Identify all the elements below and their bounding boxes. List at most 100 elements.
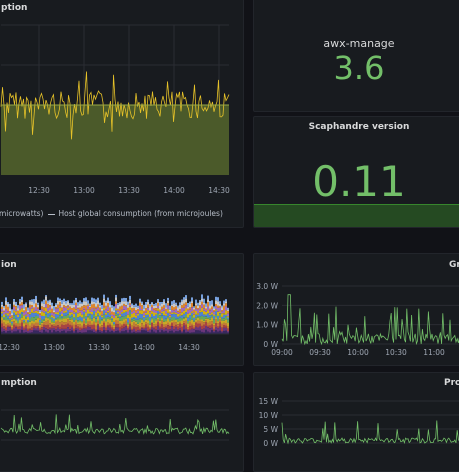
stack-segment bbox=[95, 316, 97, 319]
stack-segment bbox=[93, 301, 95, 304]
stack-segment bbox=[19, 317, 21, 320]
stack-segment bbox=[63, 307, 65, 312]
stack-segment bbox=[91, 318, 93, 321]
stack-segment bbox=[29, 314, 31, 319]
stack-segment bbox=[75, 324, 77, 329]
stack-segment bbox=[133, 332, 135, 334]
panel-scaphandre-version[interactable]: Scaphandre version 0.11 bbox=[253, 116, 459, 228]
stack-segment bbox=[129, 329, 131, 334]
stack-segment bbox=[23, 326, 25, 328]
stack-segment bbox=[153, 305, 155, 309]
y-tick-label: 5 W bbox=[263, 425, 278, 434]
stack-segment bbox=[227, 313, 229, 317]
stack-segment bbox=[193, 309, 195, 313]
stack-segment bbox=[179, 321, 181, 323]
stack-segment bbox=[15, 301, 17, 305]
stack-segment bbox=[215, 304, 217, 307]
stack-segment bbox=[201, 307, 203, 312]
stack-segment bbox=[143, 317, 145, 321]
stack-segment bbox=[167, 309, 169, 313]
stack-segment bbox=[145, 302, 147, 305]
stack-segment bbox=[207, 306, 209, 311]
stack-segment bbox=[163, 299, 165, 302]
stack-segment bbox=[73, 330, 75, 333]
stack-segment bbox=[221, 311, 223, 314]
stack-segment bbox=[197, 330, 199, 334]
stack-segment bbox=[41, 332, 43, 334]
panel-process-stacked[interactable]: ion 12:30 13:00 13:30 14:00 14:30 bbox=[0, 253, 244, 366]
stack-segment bbox=[149, 303, 151, 307]
stack-segment bbox=[175, 304, 177, 307]
stack-segment bbox=[169, 305, 171, 310]
stack-segment bbox=[53, 313, 55, 317]
stack-segment bbox=[125, 306, 127, 310]
stack-segment bbox=[51, 305, 53, 309]
stack-segment bbox=[107, 318, 109, 323]
stack-segment bbox=[27, 320, 29, 322]
stack-segment bbox=[121, 298, 123, 302]
stack-segment bbox=[115, 301, 117, 305]
stack-segment bbox=[43, 319, 45, 321]
stack-segment bbox=[205, 312, 207, 315]
stack-segment bbox=[27, 323, 29, 325]
stack-segment bbox=[73, 324, 75, 329]
stack-segment bbox=[87, 306, 89, 310]
stack-segment bbox=[199, 312, 201, 317]
stack-segment bbox=[1, 311, 3, 314]
stack-segment bbox=[183, 318, 185, 322]
stack-segment bbox=[105, 325, 107, 328]
stack-segment bbox=[43, 312, 45, 316]
stack-segment bbox=[133, 310, 135, 313]
stack-segment bbox=[37, 304, 39, 308]
stack-segment bbox=[119, 326, 121, 331]
stack-segment bbox=[127, 311, 129, 315]
stack-segment bbox=[81, 314, 83, 318]
stack-segment bbox=[117, 320, 119, 325]
stack-segment bbox=[197, 327, 199, 331]
stack-segment bbox=[17, 324, 19, 327]
stack-segment bbox=[165, 330, 167, 334]
stack-segment bbox=[189, 330, 191, 333]
stack-segment bbox=[133, 322, 135, 327]
stack-segment bbox=[197, 308, 199, 310]
stack-segment bbox=[79, 303, 81, 308]
stack-segment bbox=[39, 319, 41, 322]
stack-segment bbox=[61, 303, 63, 308]
stack-segment bbox=[167, 325, 169, 330]
stack-segment bbox=[33, 323, 35, 326]
stack-segment bbox=[125, 320, 127, 325]
stack-segment bbox=[215, 314, 217, 318]
panel-pro[interactable]: Pro 15 W 10 W 5 W 0 W bbox=[253, 372, 459, 472]
panel-gr[interactable]: Gr 3.0 W 2.0 W 1.0 W 0 W09:00 09:30 10:00 10:3… bbox=[253, 253, 459, 366]
stack-segment bbox=[17, 310, 19, 314]
stack-segment bbox=[179, 315, 181, 318]
stack-segment bbox=[111, 327, 113, 330]
stack-segment bbox=[183, 299, 185, 304]
panel-awx-manage[interactable]: awx-manage 3.6 bbox=[253, 0, 459, 112]
stack-segment bbox=[131, 330, 133, 333]
stack-segment bbox=[121, 331, 123, 334]
panel-consumption[interactable]: mption bbox=[0, 372, 244, 472]
stack-segment bbox=[115, 308, 117, 311]
stack-segment bbox=[55, 308, 57, 313]
stack-segment bbox=[191, 315, 193, 320]
stack-segment bbox=[15, 331, 17, 334]
stack-segment bbox=[71, 314, 73, 317]
stack-segment bbox=[203, 298, 205, 303]
stack-segment bbox=[161, 311, 163, 314]
stack-segment bbox=[143, 321, 145, 326]
stack-segment bbox=[219, 306, 221, 308]
stack-segment bbox=[187, 303, 189, 307]
panel-host-consumption[interactable]: ption 12:30 13:00 13:30 14:00 14:30 microwat… bbox=[0, 0, 244, 228]
stack-segment bbox=[7, 318, 9, 321]
stack-segment bbox=[29, 300, 31, 302]
stack-segment bbox=[85, 319, 87, 324]
stack-segment bbox=[83, 320, 85, 325]
stack-segment bbox=[51, 322, 53, 325]
stack-segment bbox=[53, 321, 55, 323]
stack-segment bbox=[85, 323, 87, 326]
stack-segment bbox=[141, 318, 143, 320]
stack-segment bbox=[99, 307, 101, 311]
stack-segment bbox=[195, 330, 197, 334]
stack-segment bbox=[15, 327, 17, 332]
